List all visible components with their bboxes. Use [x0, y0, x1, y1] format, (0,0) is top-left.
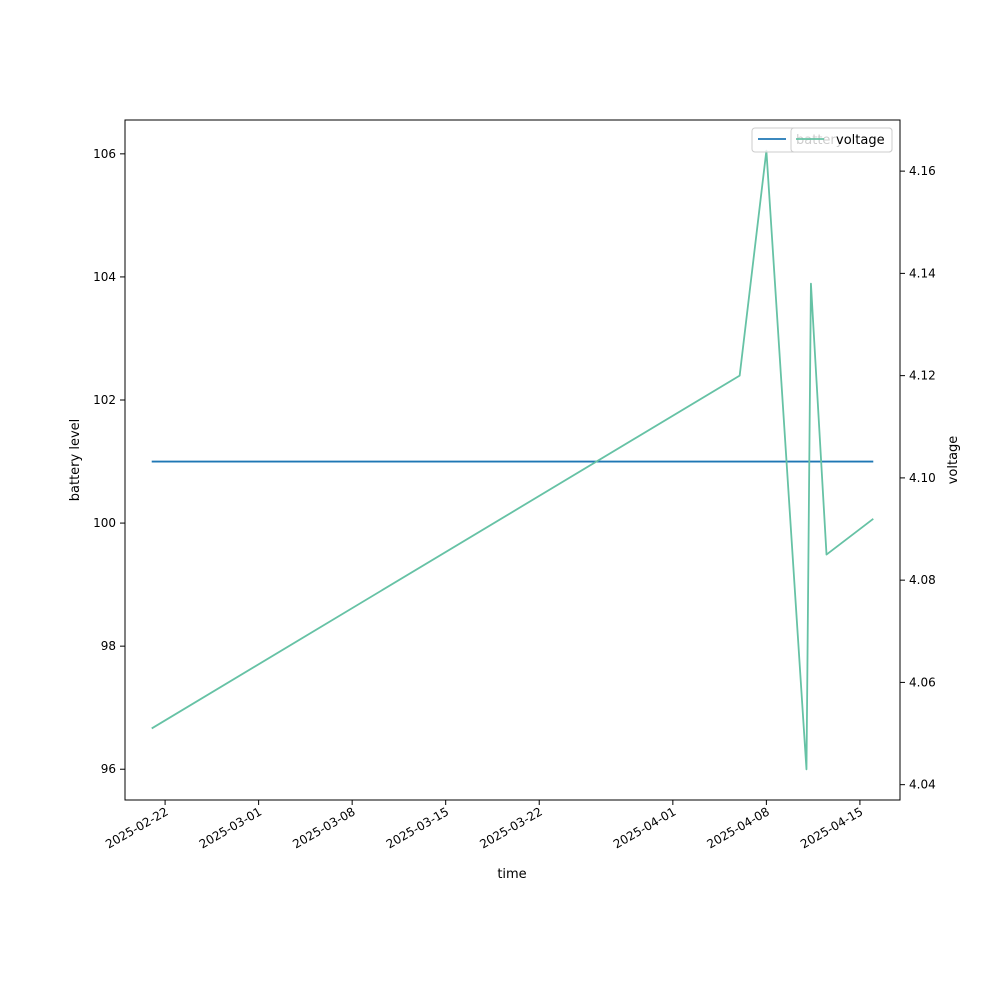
- x-tick-label: 2025-03-01: [197, 804, 264, 851]
- y-left-tick-label: 100: [93, 516, 116, 530]
- x-tick-label: 2025-04-15: [798, 804, 865, 851]
- y-right-tick-label: 4.10: [909, 471, 936, 485]
- legend-voltage-box: [790, 127, 893, 153]
- y-right-tick-label: 4.08: [909, 573, 936, 587]
- y-right-tick-label: 4.04: [909, 778, 936, 792]
- legend-voltage: voltage: [790, 127, 893, 153]
- series-line-voltage: [151, 149, 874, 771]
- y-left-tick-label: 106: [93, 147, 116, 161]
- plot-area: [125, 120, 900, 800]
- y-right-tick-label: 4.16: [909, 164, 936, 178]
- series-layer: [151, 149, 874, 771]
- y-right-tick-label: 4.06: [909, 675, 936, 689]
- x-tick-label: 2025-04-08: [704, 804, 771, 851]
- x-tick-label: 2025-03-08: [290, 804, 357, 851]
- x-tick-label: 2025-04-01: [611, 804, 678, 851]
- y-axis-left-title: battery level: [68, 419, 83, 502]
- x-tick-label: 2025-03-15: [384, 804, 451, 851]
- y-left-tick-label: 96: [101, 762, 116, 776]
- x-axis-title: time: [497, 867, 526, 882]
- x-axis: 2025-02-22 2025-03-01 2025-03-08 2025-03-15…: [103, 800, 865, 851]
- x-tick-label: 2025-02-22: [103, 804, 170, 851]
- x-tick-label: 2025-03-22: [477, 804, 544, 851]
- y-axis-right-title: voltage: [946, 436, 961, 485]
- plot-frame: [124, 119, 901, 801]
- legend-voltage-label: voltage: [836, 133, 885, 148]
- y-left-tick-label: 104: [93, 270, 116, 284]
- y-right-tick-label: 4.12: [909, 369, 936, 383]
- y-right-tick-label: 4.14: [909, 266, 936, 280]
- y-axis-left: 96 98 100 102 104 106: [93, 147, 125, 776]
- y-left-tick-label: 98: [101, 639, 116, 653]
- y-left-tick-label: 102: [93, 393, 116, 407]
- y-axis-right: 4.04 4.06 4.08 4.10 4.12 4.14 4.16: [900, 164, 936, 792]
